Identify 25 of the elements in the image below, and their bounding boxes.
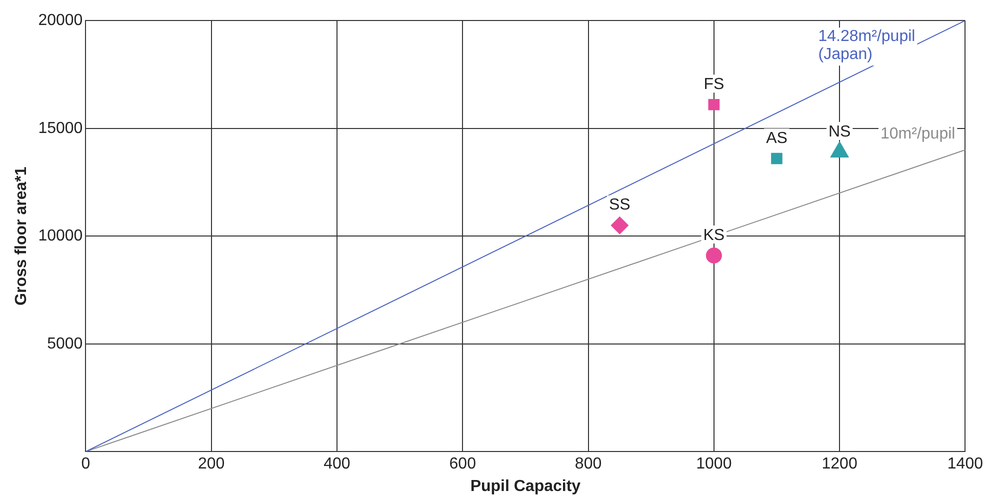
point (610, 216, 629, 234)
y-axis-title: Gross floor area*1 (13, 166, 30, 306)
y-tick-label: 10000 (38, 228, 83, 245)
y-tick-label: 20000 (38, 12, 83, 30)
y-tick-label: 15000 (38, 120, 83, 137)
y-tick-label: 5000 (47, 335, 83, 352)
x-tick-label: 1400 (947, 456, 984, 473)
series-label: NS (828, 123, 851, 140)
point (706, 247, 722, 264)
x-tick-label: 1200 (822, 456, 858, 473)
x-tick-label: 1000 (696, 456, 732, 473)
series-label: FS (704, 76, 724, 94)
point (708, 98, 720, 110)
x-axis-title: Pupil Capacity (470, 478, 581, 495)
series-label: 10m²/pupil (880, 125, 956, 142)
x-tick-label: 400 (324, 456, 350, 473)
x-tick-label: 0 (81, 456, 90, 473)
series-label: 14.28m²/pupil (Japan) (818, 28, 916, 64)
x-tick-label: 600 (449, 456, 476, 473)
series-label: KS (703, 226, 725, 244)
x-tick-label: 200 (198, 456, 225, 473)
series-label: SS (609, 196, 630, 214)
series-label: AS (766, 130, 788, 147)
point (771, 152, 782, 164)
x-tick-label: 800 (574, 456, 602, 473)
